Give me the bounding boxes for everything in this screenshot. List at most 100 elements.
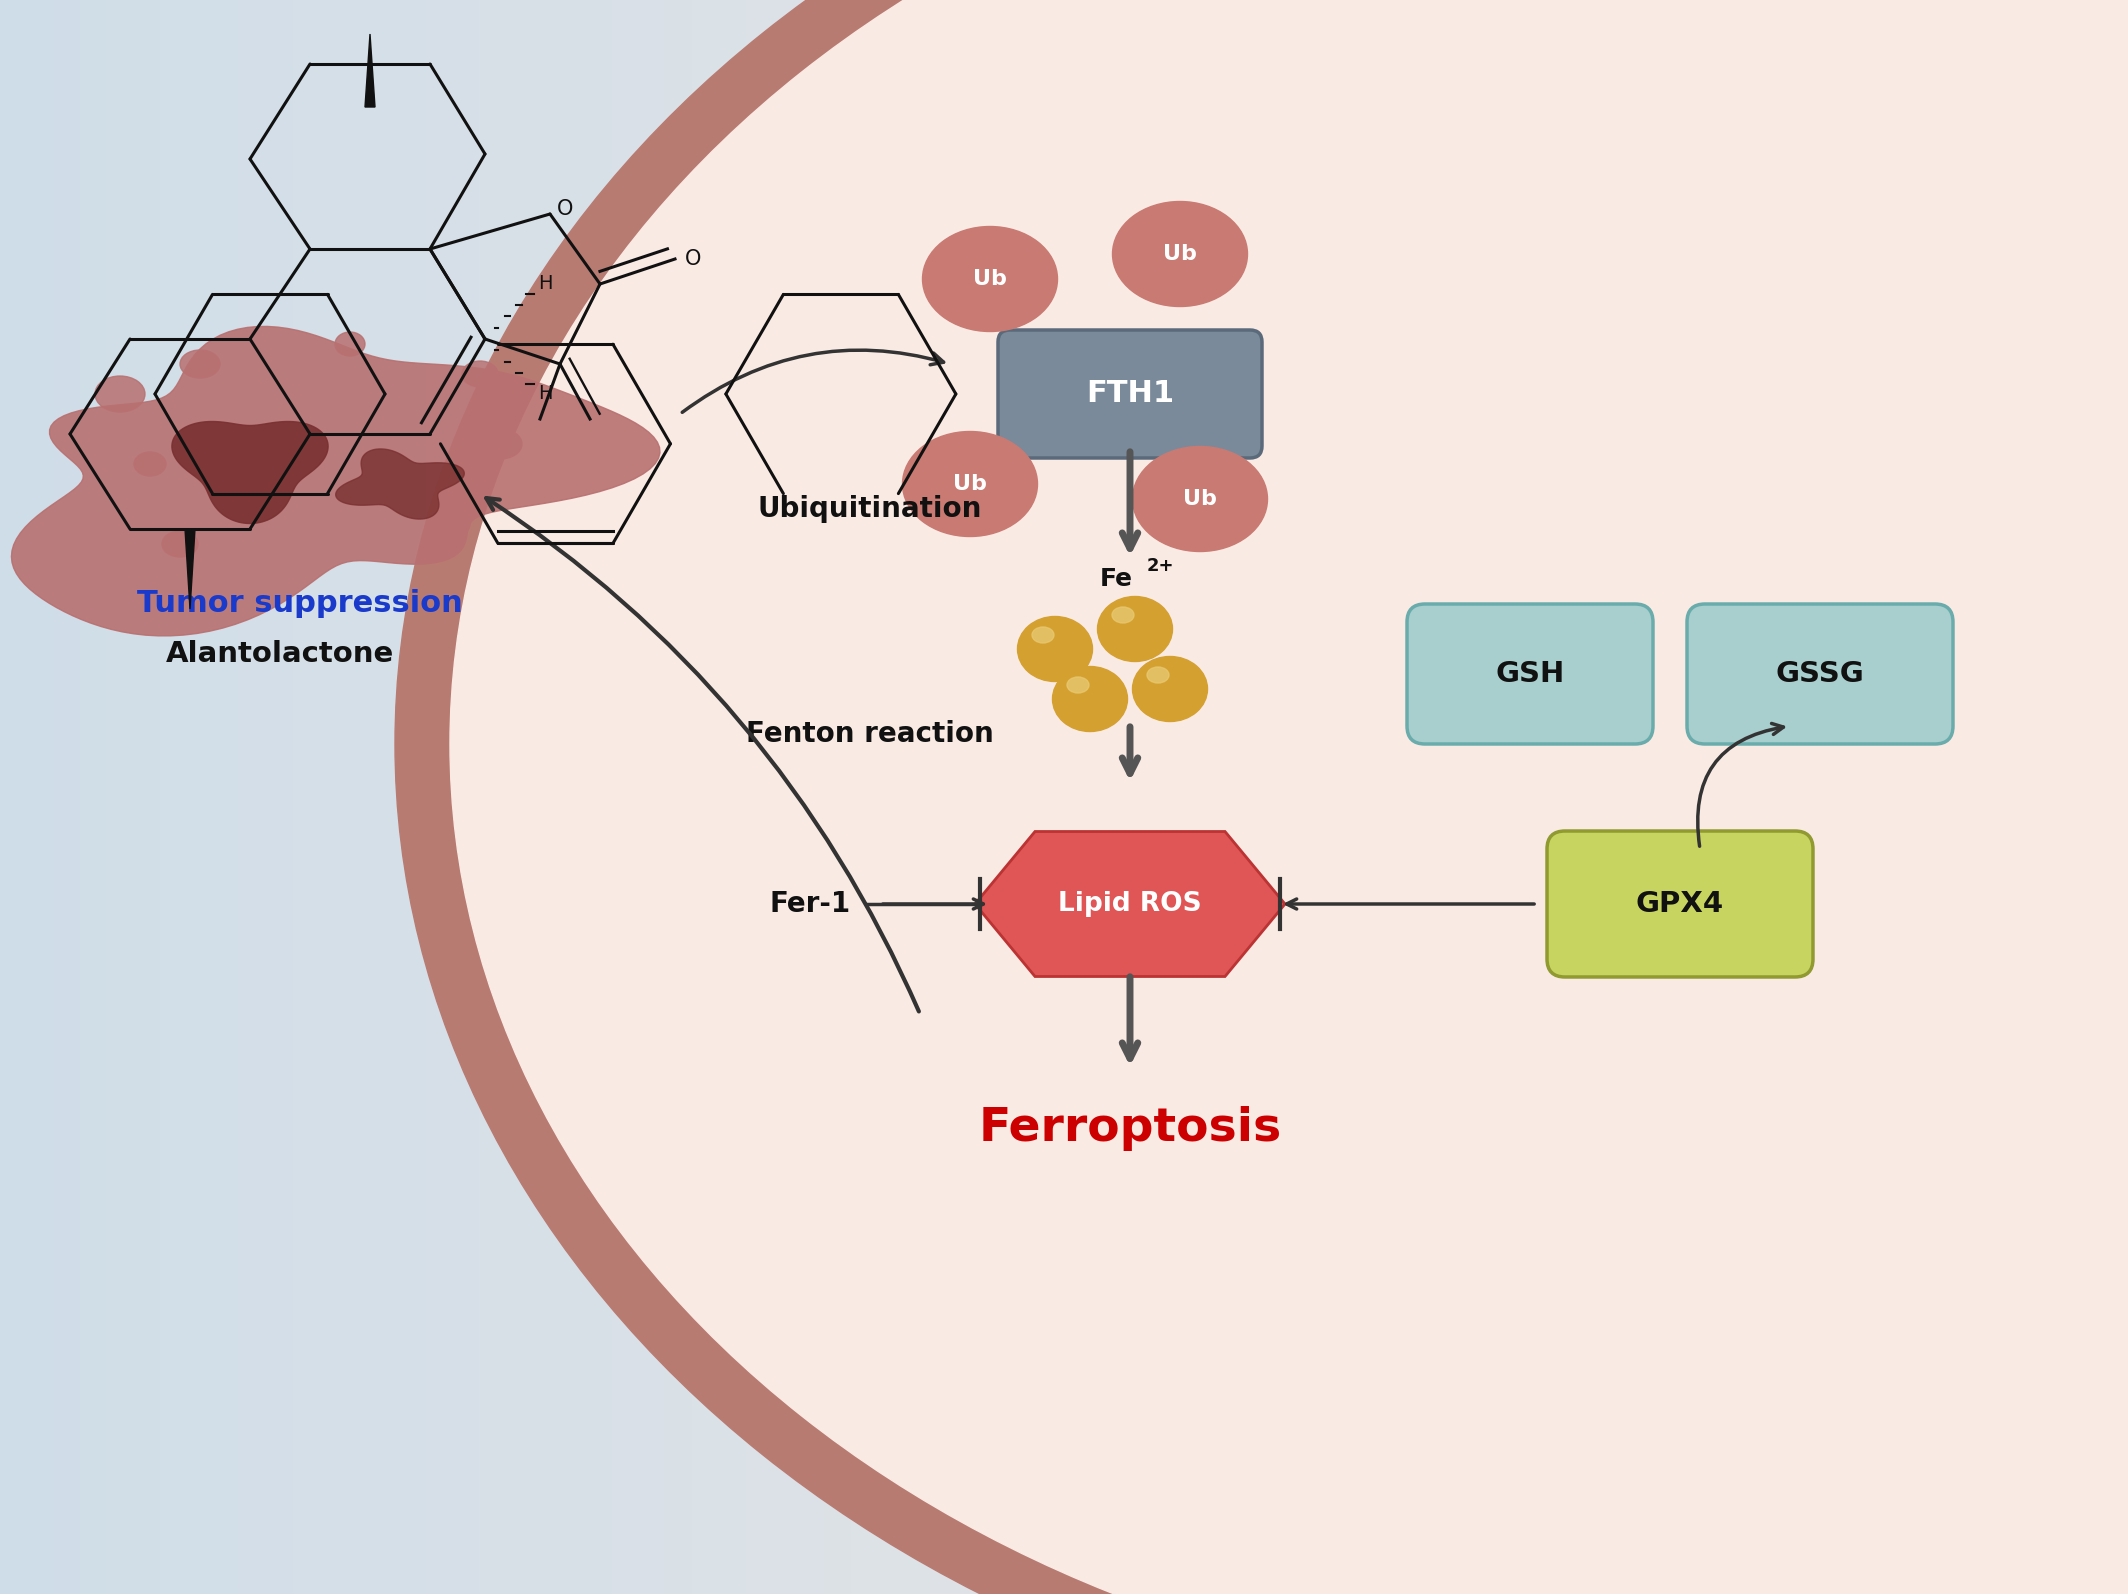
Text: Lipid ROS: Lipid ROS bbox=[1058, 891, 1202, 917]
Ellipse shape bbox=[96, 376, 145, 411]
Bar bbox=[479, 0, 511, 1594]
Text: H: H bbox=[538, 274, 553, 293]
Bar bbox=[0, 0, 32, 1594]
Bar bbox=[400, 0, 430, 1594]
Bar bbox=[2100, 0, 2128, 1594]
Ellipse shape bbox=[1066, 677, 1090, 693]
Bar bbox=[106, 0, 138, 1594]
Ellipse shape bbox=[1113, 607, 1134, 623]
Bar bbox=[345, 0, 377, 1594]
Bar bbox=[692, 0, 724, 1594]
Text: O: O bbox=[685, 249, 702, 269]
Ellipse shape bbox=[924, 226, 1058, 332]
Text: GSSG: GSSG bbox=[1775, 660, 1864, 689]
Bar bbox=[266, 0, 298, 1594]
Text: GPX4: GPX4 bbox=[1636, 889, 1724, 918]
Bar bbox=[1196, 0, 1228, 1594]
Bar bbox=[238, 0, 270, 1594]
Bar bbox=[1702, 0, 1734, 1594]
Ellipse shape bbox=[1032, 626, 1053, 642]
Bar bbox=[453, 0, 483, 1594]
FancyBboxPatch shape bbox=[1547, 830, 1813, 977]
Bar bbox=[187, 0, 217, 1594]
Ellipse shape bbox=[334, 332, 366, 355]
Polygon shape bbox=[975, 832, 1285, 977]
Bar bbox=[1677, 0, 1707, 1594]
Bar bbox=[1411, 0, 1441, 1594]
Bar bbox=[558, 0, 589, 1594]
Bar bbox=[160, 0, 192, 1594]
Bar bbox=[1915, 0, 1947, 1594]
Polygon shape bbox=[185, 529, 196, 609]
Text: Ubiquitination: Ubiquitination bbox=[758, 496, 983, 523]
Bar bbox=[506, 0, 536, 1594]
Bar bbox=[1568, 0, 1600, 1594]
Bar bbox=[1649, 0, 1681, 1594]
Bar bbox=[958, 0, 990, 1594]
Ellipse shape bbox=[1098, 596, 1173, 662]
Bar bbox=[426, 0, 458, 1594]
Bar bbox=[1836, 0, 1866, 1594]
Bar bbox=[53, 0, 85, 1594]
Bar bbox=[719, 0, 749, 1594]
Text: 2+: 2+ bbox=[1147, 556, 1175, 575]
Text: H: H bbox=[538, 384, 553, 403]
FancyBboxPatch shape bbox=[1688, 604, 1954, 744]
Text: FTH1: FTH1 bbox=[1085, 379, 1175, 408]
Text: O: O bbox=[558, 199, 572, 218]
Bar bbox=[1596, 0, 1628, 1594]
Bar bbox=[1436, 0, 1468, 1594]
Bar bbox=[826, 0, 855, 1594]
Bar bbox=[1277, 0, 1309, 1594]
Bar bbox=[1756, 0, 1788, 1594]
Bar bbox=[319, 0, 351, 1594]
Bar bbox=[879, 0, 909, 1594]
Text: GSH: GSH bbox=[1496, 660, 1564, 689]
Bar bbox=[745, 0, 777, 1594]
Ellipse shape bbox=[181, 351, 219, 378]
Bar bbox=[664, 0, 696, 1594]
Bar bbox=[1011, 0, 1043, 1594]
Bar bbox=[1624, 0, 1653, 1594]
Bar bbox=[772, 0, 802, 1594]
Bar bbox=[1038, 0, 1068, 1594]
Bar bbox=[1862, 0, 1894, 1594]
Bar bbox=[2047, 0, 2079, 1594]
Bar bbox=[1302, 0, 1334, 1594]
Bar bbox=[1941, 0, 1973, 1594]
Bar bbox=[372, 0, 404, 1594]
Bar bbox=[851, 0, 883, 1594]
Ellipse shape bbox=[396, 0, 2128, 1594]
Text: Ub: Ub bbox=[953, 473, 987, 494]
Polygon shape bbox=[172, 421, 328, 523]
Bar bbox=[213, 0, 245, 1594]
Bar bbox=[1064, 0, 1096, 1594]
Bar bbox=[1809, 0, 1841, 1594]
Bar bbox=[585, 0, 617, 1594]
Ellipse shape bbox=[902, 432, 1038, 537]
Bar bbox=[294, 0, 323, 1594]
Polygon shape bbox=[336, 450, 464, 520]
Bar bbox=[2075, 0, 2107, 1594]
Ellipse shape bbox=[1113, 201, 1247, 306]
Bar bbox=[1330, 0, 1362, 1594]
Bar bbox=[1117, 0, 1149, 1594]
Bar bbox=[2022, 0, 2054, 1594]
Bar bbox=[798, 0, 830, 1594]
Bar bbox=[1092, 0, 1121, 1594]
Bar bbox=[1170, 0, 1202, 1594]
Text: Fer-1: Fer-1 bbox=[770, 889, 851, 918]
Ellipse shape bbox=[430, 510, 470, 539]
Ellipse shape bbox=[1147, 666, 1168, 682]
Bar bbox=[1490, 0, 1522, 1594]
Polygon shape bbox=[366, 33, 375, 107]
Ellipse shape bbox=[1132, 657, 1207, 722]
Ellipse shape bbox=[479, 429, 521, 459]
Bar bbox=[81, 0, 111, 1594]
Bar bbox=[1464, 0, 1494, 1594]
Ellipse shape bbox=[1132, 446, 1268, 552]
Bar bbox=[532, 0, 564, 1594]
Bar bbox=[1543, 0, 1575, 1594]
Bar bbox=[904, 0, 936, 1594]
Bar bbox=[613, 0, 643, 1594]
